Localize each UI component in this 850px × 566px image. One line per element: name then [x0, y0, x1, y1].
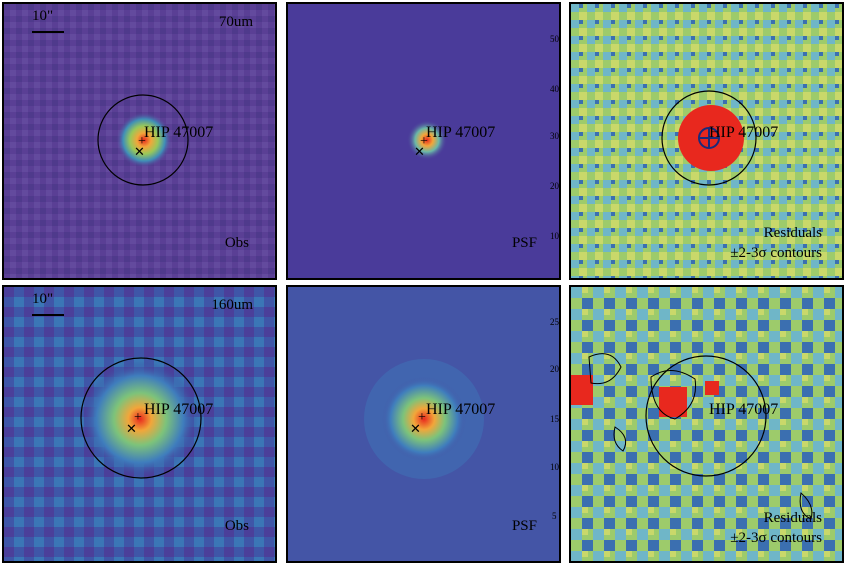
obs-panel-70um: ✕ + 10" 70um HIP 47007 Obs [2, 2, 277, 280]
svg-text:✕: ✕ [410, 421, 421, 436]
residual-image-160um [571, 287, 842, 561]
band-label: 160um [211, 297, 253, 313]
target-label: HIP 47007 [426, 401, 496, 418]
psf-panel-70um: ✕ + 50 40 30 20 10 HIP 47007 PSF [286, 2, 561, 280]
target-label: HIP 47007 [709, 124, 779, 141]
svg-text:50: 50 [550, 34, 559, 44]
aperture-circle [97, 94, 189, 186]
residual-image-70um [571, 4, 842, 278]
panel-type-label: PSF [511, 518, 537, 534]
svg-text:✕: ✕ [414, 144, 425, 159]
panel-type-label: Residuals [763, 510, 822, 526]
svg-text:+: + [134, 410, 142, 425]
svg-text:10: 10 [550, 462, 559, 472]
target-label: HIP 47007 [426, 124, 496, 141]
panel-type-label: PSF [511, 235, 537, 251]
psf-panel-160um: ✕ + 25 20 15 10 5 HIP 47007 PSF [286, 285, 561, 563]
svg-text:+: + [138, 134, 146, 149]
target-label: HIP 47007 [709, 401, 779, 418]
psf-image-160um: ✕ + 25 20 15 10 5 [288, 287, 559, 561]
panel-type-label: Obs [224, 235, 249, 251]
svg-text:✕: ✕ [126, 421, 137, 436]
band-label: 70um [218, 14, 253, 30]
svg-text:+: + [420, 134, 428, 149]
obs-panel-160um: ✕ + 10" 160um HIP 47007 Obs [2, 285, 277, 563]
svg-text:30: 30 [550, 131, 559, 141]
target-label: HIP 47007 [144, 124, 214, 141]
svg-text:10: 10 [550, 231, 559, 241]
svg-text:20: 20 [550, 364, 559, 374]
obs-image-160um: ✕ + [4, 287, 275, 561]
target-label: HIP 47007 [144, 401, 214, 418]
svg-text:+: + [418, 410, 426, 425]
svg-text:20: 20 [550, 181, 559, 191]
svg-text:15: 15 [550, 414, 559, 424]
contours-label: ±2-3σ contours [730, 245, 822, 261]
residual-panel-160um: HIP 47007 Residuals ±2-3σ contours [569, 285, 844, 563]
contours-label: ±2-3σ contours [730, 530, 822, 546]
panel-type-label: Residuals [763, 225, 822, 241]
svg-text:25: 25 [550, 317, 559, 327]
scale-bar-label: 10" [32, 291, 54, 307]
panel-type-label: Obs [224, 518, 249, 534]
scale-bar-label: 10" [32, 8, 54, 24]
psf-image-70um: ✕ + 50 40 30 20 10 [288, 4, 559, 278]
obs-image-70um: ✕ + [4, 4, 275, 278]
svg-text:40: 40 [550, 84, 559, 94]
svg-text:5: 5 [552, 511, 557, 521]
residual-panel-70um: HIP 47007 Residuals ±2-3σ contours [569, 2, 844, 280]
star-marker-icon: ✕ [134, 144, 145, 159]
